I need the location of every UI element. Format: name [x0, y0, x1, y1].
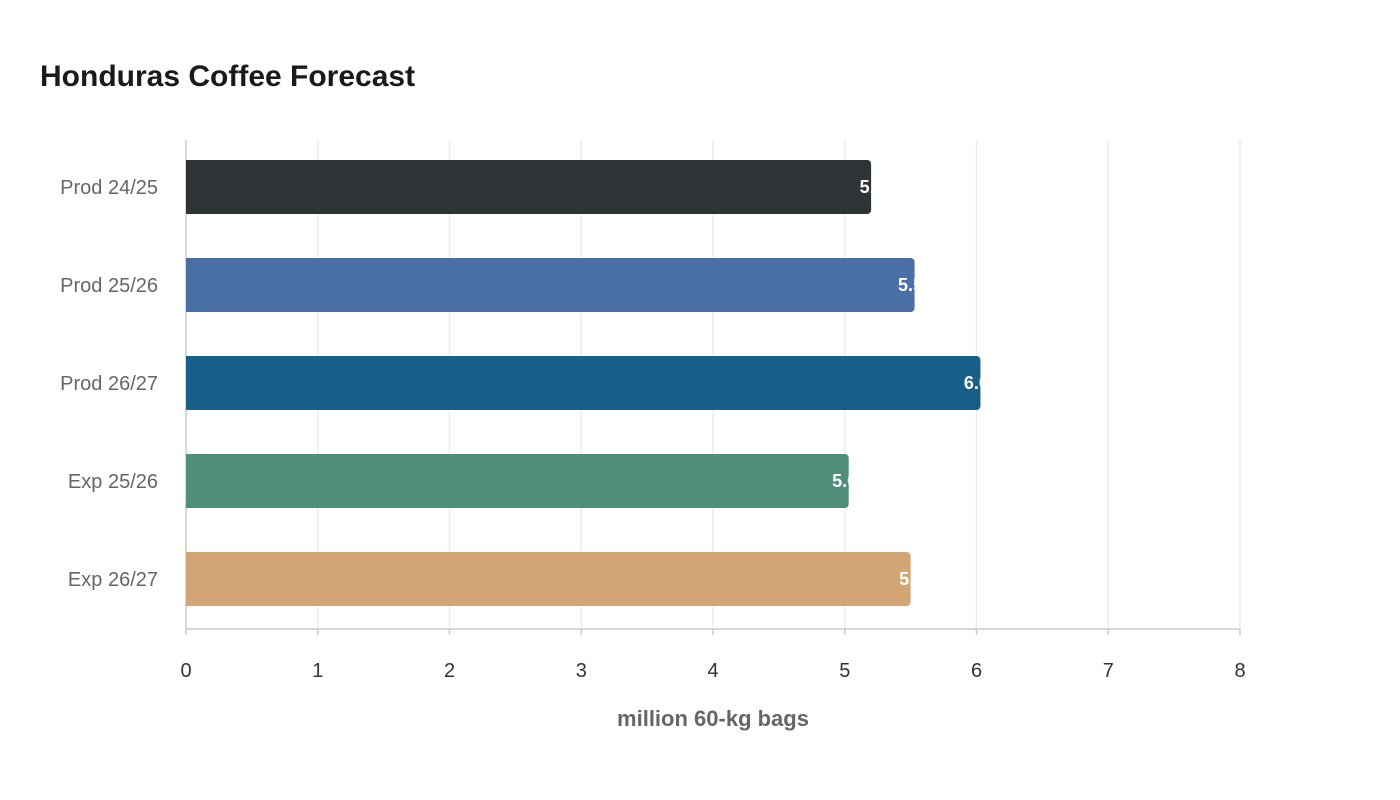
x-tick-label: 2 — [444, 660, 455, 682]
x-tick-label: 1 — [312, 660, 323, 682]
bars — [186, 160, 981, 606]
bar — [186, 454, 849, 508]
bar-value-label: 5.5 — [899, 569, 924, 589]
y-category-label: Prod 26/27 — [60, 373, 158, 395]
y-category-label: Prod 25/26 — [60, 275, 158, 297]
bar-value-label: 6.03 — [964, 373, 999, 393]
chart-title: Honduras Coffee Forecast — [40, 60, 416, 93]
bar-base — [186, 552, 192, 606]
bar-value-label: 5.03 — [832, 471, 867, 491]
x-tick-label: 6 — [971, 660, 982, 682]
bar — [186, 160, 872, 214]
y-category-label: Exp 26/27 — [68, 569, 158, 591]
bar-base — [186, 258, 192, 312]
bar-value-label: 5.53 — [898, 275, 933, 295]
bar — [186, 552, 911, 606]
bar-value-label: 5.2 — [860, 177, 885, 197]
x-tick-label: 8 — [1234, 660, 1245, 682]
x-axis-title: million 60-kg bags — [617, 706, 809, 731]
bar-base — [186, 160, 192, 214]
x-tick-label: 3 — [576, 660, 587, 682]
bar — [186, 258, 915, 312]
bar-base — [186, 454, 192, 508]
labels: Prod 24/25 5.2 Prod 25/26 5.53 Prod 26/27 6.0… — [60, 177, 999, 591]
bar — [186, 356, 981, 410]
y-category-label: Exp 25/26 — [68, 471, 158, 493]
x-tick-label: 5 — [839, 660, 850, 682]
x-tick-label: 7 — [1103, 660, 1114, 682]
y-category-label: Prod 24/25 — [60, 177, 158, 199]
axes: 0 1 2 3 4 5 6 7 8 — [180, 140, 1246, 682]
x-tick-label: 0 — [180, 660, 191, 682]
bar-base — [186, 356, 192, 410]
x-tick-label: 4 — [707, 660, 718, 682]
